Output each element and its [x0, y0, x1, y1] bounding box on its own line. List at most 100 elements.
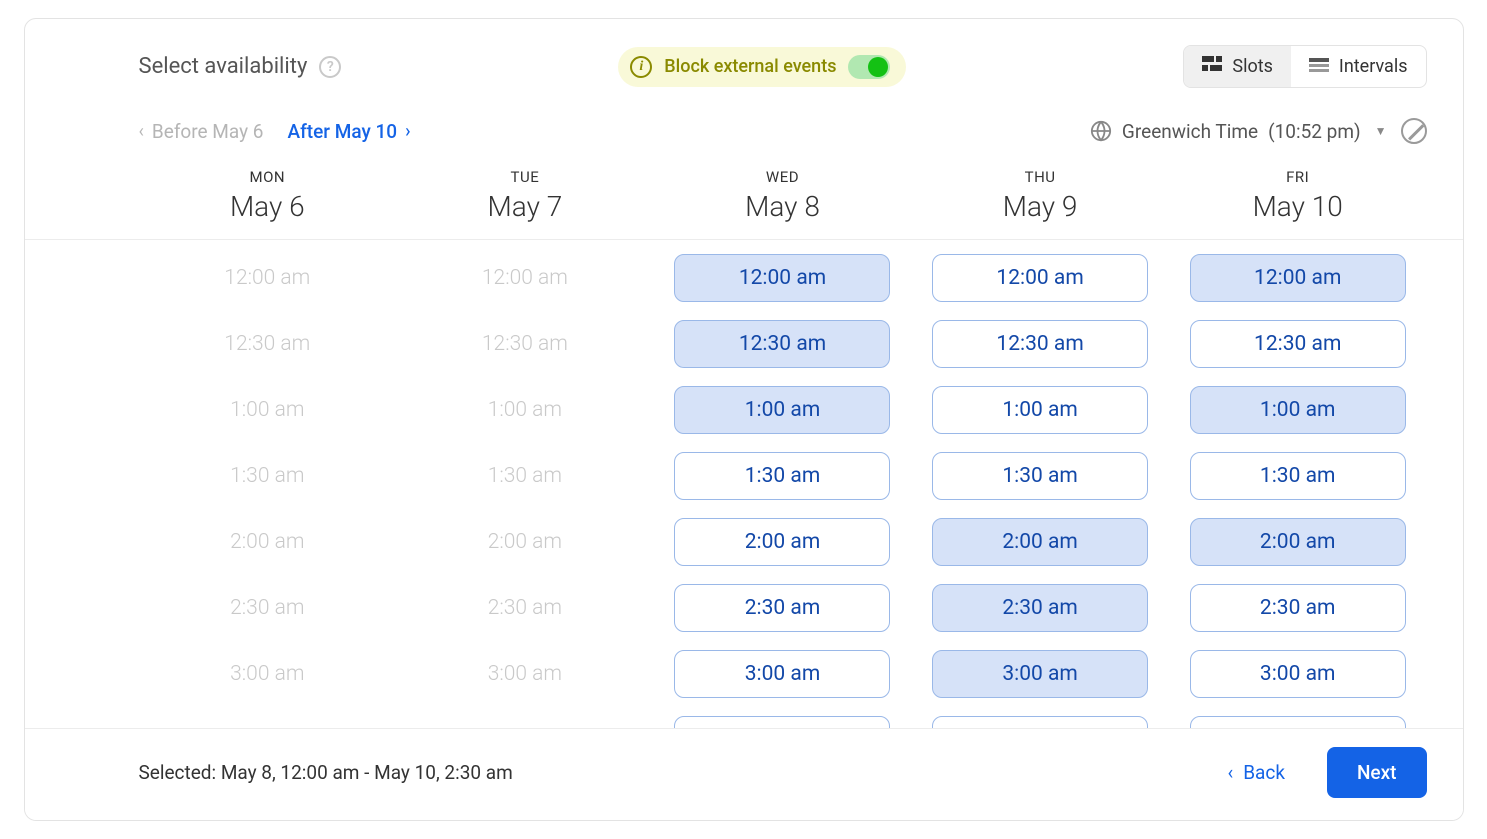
slot-disabled: 1:00 am: [230, 398, 304, 422]
timezone-selector[interactable]: Greenwich Time (10:52 pm) ▼: [1090, 118, 1427, 144]
block-events-toggle[interactable]: [848, 55, 890, 79]
globe-icon: [1090, 120, 1112, 142]
time-slot[interactable]: 12:30 am: [932, 320, 1148, 368]
time-slot[interactable]: 2:00 am: [932, 518, 1148, 566]
slot-cell: 2:30 am: [654, 584, 912, 632]
slot-cell: 3:30 am: [396, 716, 654, 728]
slot-row: 1:30 am1:30 am1:30 am1:30 am1:30 am: [139, 452, 1427, 500]
day-of-week: MON: [139, 168, 397, 186]
slot-disabled: 3:00 am: [230, 662, 304, 686]
chevron-left-icon: ‹: [139, 121, 144, 142]
slot-cell: 3:00 am: [139, 650, 397, 698]
page-title: Select availability: [139, 54, 308, 79]
slot-disabled: 12:30 am: [482, 332, 568, 356]
time-slot[interactable]: 3:30 am: [674, 716, 890, 728]
view-slots-label: Slots: [1232, 56, 1273, 77]
time-slot[interactable]: 3:00 am: [1190, 650, 1406, 698]
slot-cell: 1:00 am: [654, 386, 912, 434]
time-slot[interactable]: 2:30 am: [674, 584, 890, 632]
time-slot[interactable]: 1:00 am: [932, 386, 1148, 434]
slot-cell: 12:30 am: [654, 320, 912, 368]
time-slot[interactable]: 3:30 am: [932, 716, 1148, 728]
day-header: TUE May 7: [396, 162, 654, 239]
date-nav-row: ‹ Before May 6 After May 10 › Greenwich …: [25, 88, 1463, 158]
nav-after-label: After May 10: [287, 120, 397, 143]
time-slot[interactable]: 3:00 am: [674, 650, 890, 698]
nav-before-label: Before May 6: [152, 120, 264, 143]
slot-cell: 12:30 am: [396, 320, 654, 368]
slot-cell: 1:00 am: [911, 386, 1169, 434]
back-button[interactable]: ‹ Back: [1209, 749, 1302, 796]
page-title-group: Select availability ?: [139, 54, 342, 79]
time-slot[interactable]: 12:00 am: [1190, 254, 1406, 302]
slot-disabled: 12:30 am: [224, 332, 310, 356]
slot-row: 2:30 am 2:30 am 2:30 am 2:30 am 2:30 am: [139, 584, 1427, 632]
time-slot[interactable]: 1:30 am: [674, 452, 890, 500]
slot-cell: 12:00 am: [396, 254, 654, 302]
slot-cell: 3:00 am: [396, 650, 654, 698]
view-slots-button[interactable]: Slots: [1184, 46, 1291, 87]
next-button[interactable]: Next: [1327, 747, 1427, 798]
time-slot[interactable]: 2:00 am: [1190, 518, 1406, 566]
slot-cell: 3:30 am: [1169, 716, 1427, 728]
dropdown-caret-icon: ▼: [1375, 124, 1387, 138]
time-slot[interactable]: 1:30 am: [932, 452, 1148, 500]
view-switch: Slots Intervals: [1183, 45, 1426, 88]
day-of-week: WED: [654, 168, 912, 186]
day-date: May 7: [396, 190, 654, 223]
clear-icon[interactable]: [1401, 118, 1427, 144]
day-of-week: THU: [911, 168, 1169, 186]
nav-after[interactable]: After May 10 ›: [287, 120, 410, 143]
availability-panel: Select availability ? i Block external e…: [24, 18, 1464, 821]
slot-cell: 1:30 am: [1169, 452, 1427, 500]
time-slot[interactable]: 1:00 am: [674, 386, 890, 434]
slot-cell: 2:30 am: [1169, 584, 1427, 632]
day-date: May 6: [139, 190, 397, 223]
slots-grid[interactable]: 12:00 am12:00 am12:00 am12:00 am12:00 am…: [25, 240, 1463, 728]
slot-cell: 12:00 am: [911, 254, 1169, 302]
slot-disabled: 2:30 am: [230, 596, 304, 620]
slot-cell: 1:30 am: [654, 452, 912, 500]
chevron-right-icon: ›: [405, 121, 410, 142]
slot-cell: 12:30 am: [139, 320, 397, 368]
slot-cell: 2:30 am: [396, 584, 654, 632]
slot-cell: 3:00 am: [1169, 650, 1427, 698]
time-slot[interactable]: 1:00 am: [1190, 386, 1406, 434]
block-events-chip: i Block external events: [618, 47, 906, 87]
time-slot[interactable]: 12:00 am: [932, 254, 1148, 302]
slot-cell: 3:30 am: [654, 716, 912, 728]
slot-row: 3:00 am 3:00 am 3:00 am 3:00 am 3:00 am: [139, 650, 1427, 698]
nav-before[interactable]: ‹ Before May 6: [139, 120, 264, 143]
slot-cell: 1:30 am: [911, 452, 1169, 500]
day-date: May 8: [654, 190, 912, 223]
slot-cell: 2:00 am: [654, 518, 912, 566]
time-slot[interactable]: 2:00 am: [674, 518, 890, 566]
slot-cell: 3:30 am: [139, 716, 397, 728]
slot-row: 12:30 am 12:30 am 12:30 am 12:30 am 12:30 am: [139, 320, 1427, 368]
slot-cell: 2:30 am: [911, 584, 1169, 632]
time-slot[interactable]: 1:30 am: [1190, 452, 1406, 500]
day-of-week: TUE: [396, 168, 654, 186]
slot-cell: 12:30 am: [911, 320, 1169, 368]
slot-cell: 1:00 am: [139, 386, 397, 434]
time-slot[interactable]: 2:30 am: [1190, 584, 1406, 632]
time-slot[interactable]: 3:30 am: [1190, 716, 1406, 728]
info-icon[interactable]: i: [630, 56, 652, 78]
slot-cell: 12:00 am: [1169, 254, 1427, 302]
help-icon[interactable]: ?: [319, 56, 341, 78]
slot-disabled: 2:00 am: [488, 530, 562, 554]
slot-cell: 2:00 am: [396, 518, 654, 566]
slot-cell: 2:00 am: [139, 518, 397, 566]
time-slot[interactable]: 12:30 am: [1190, 320, 1406, 368]
slot-cell: 1:00 am: [396, 386, 654, 434]
slot-disabled: 2:30 am: [488, 596, 562, 620]
view-intervals-button[interactable]: Intervals: [1291, 46, 1426, 87]
time-slot[interactable]: 12:00 am: [674, 254, 890, 302]
header: Select availability ? i Block external e…: [25, 19, 1463, 88]
slot-disabled: 3:00 am: [488, 662, 562, 686]
time-slot[interactable]: 3:00 am: [932, 650, 1148, 698]
slot-row: 2:00 am 2:00 am 2:00 am 2:00 am 2:00 am: [139, 518, 1427, 566]
timezone-time: (10:52 pm): [1268, 120, 1360, 143]
time-slot[interactable]: 12:30 am: [674, 320, 890, 368]
time-slot[interactable]: 2:30 am: [932, 584, 1148, 632]
